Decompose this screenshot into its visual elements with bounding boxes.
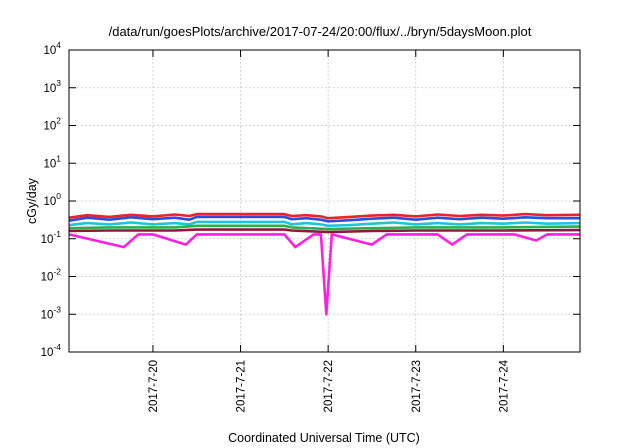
grid <box>69 50 580 352</box>
x-tick-label: 2017-7-21 <box>236 360 248 412</box>
chart-title: /data/run/goesPlots/archive/2017-07-24/2… <box>109 24 532 39</box>
y-tick-label: 10-3 <box>41 304 62 321</box>
y-tick-label: 100 <box>43 191 61 208</box>
series-line-5 <box>68 228 581 234</box>
x-axis: 2017-7-20 2017-7-21 2017-7-22 2017-7-23 2017… <box>148 50 510 412</box>
series-line-1 <box>68 212 581 220</box>
y-axis-label: cGy/day <box>25 177 39 224</box>
y-tick-label: 10-2 <box>41 267 62 284</box>
x-tick-label: 2017-7-22 <box>323 360 335 412</box>
y-tick-label: 103 <box>43 78 61 95</box>
series-line-2 <box>68 215 580 223</box>
y-tick-label: 104 <box>43 40 61 57</box>
series-line-4 <box>68 224 581 231</box>
x-tick-label: 2017-7-20 <box>148 360 160 412</box>
series-line-3 <box>68 220 581 228</box>
x-tick-label: 2017-7-23 <box>411 360 423 412</box>
y-tick-label: 102 <box>43 116 61 133</box>
y-tick-label: 10-1 <box>41 229 62 246</box>
y-tick-label: 101 <box>43 153 61 170</box>
series-group <box>68 212 581 316</box>
series-line-6 <box>68 233 580 316</box>
x-tick-label: 2017-7-24 <box>498 359 510 412</box>
x-axis-label: Coordinated Universal Time (UTC) <box>228 431 420 445</box>
y-tick-label: 10-4 <box>41 342 62 359</box>
